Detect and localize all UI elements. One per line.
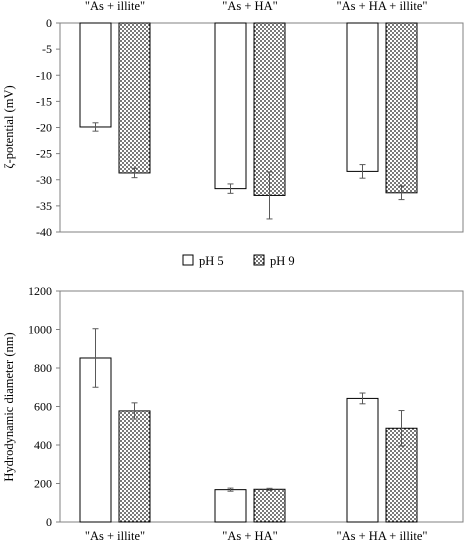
zeta-category-label: "As + HA + illite" [337, 0, 428, 13]
zeta-bar-ph5 [346, 22, 379, 172]
zeta-y-tick-label: 0 [46, 16, 52, 30]
zeta-y-tick-label: -40 [36, 225, 52, 239]
zeta-bar-ph9 [385, 22, 418, 194]
diameter-y-axis-label: Hydrodynamic diameter (nm) [2, 332, 16, 481]
zeta-y-tick-label: -5 [42, 42, 52, 56]
diameter-y-tick-label: 0 [46, 515, 52, 529]
zeta-y-tick-label: -30 [36, 173, 52, 187]
diameter-y-tick-label: 800 [34, 361, 52, 375]
zeta-category-label: "As + illite" [85, 0, 145, 13]
hydrodynamic-diameter-chart: Hydrodynamic diameter (nm) 0 200 400 600 800… [2, 284, 464, 543]
zeta-category-label: "As + HA" [222, 0, 277, 13]
zeta-potential-chart: ζ-potential (mV) 0 -5 -10 -15 -20 -25 -30 -35 -4… [2, 0, 464, 239]
diameter-bar-ph9 [118, 410, 151, 523]
zeta-y-tick-label: -20 [36, 121, 52, 135]
diameter-bar-ph9 [253, 488, 286, 523]
legend-label-ph5: pH 5 [199, 254, 224, 268]
zeta-bar-ph9 [253, 22, 286, 196]
diameter-y-tick-label: 200 [34, 477, 52, 491]
zeta-y-tick-label: -10 [36, 68, 52, 82]
diameter-y-tick-label: 1000 [28, 323, 52, 337]
legend-swatch-ph9 [253, 254, 265, 266]
zeta-bar-ph9 [118, 22, 151, 174]
diameter-y-tick-label: 400 [34, 438, 52, 452]
zeta-y-tick-label: -15 [36, 94, 52, 108]
zeta-bar-ph5 [79, 22, 112, 128]
legend-swatch-ph5 [182, 254, 194, 266]
legend: pH 5 pH 9 [182, 254, 295, 268]
diameter-bars [79, 328, 418, 523]
diameter-category-label: "As + HA + illite" [337, 529, 428, 543]
zeta-bars [79, 22, 418, 220]
zeta-y-tick-label: -25 [36, 147, 52, 161]
diameter-category-label: "As + illite" [85, 529, 145, 543]
diameter-bar-ph5 [346, 397, 379, 523]
zeta-axes: 0 -5 -10 -15 -20 -25 -30 -35 -40 "As + illite" "As… [36, 0, 464, 239]
diameter-category-label: "As + HA" [222, 529, 277, 543]
diameter-y-tick-label: 1200 [28, 284, 52, 298]
zeta-y-tick-label: -35 [36, 199, 52, 213]
diameter-y-tick-label: 600 [34, 400, 52, 414]
zeta-bar-ph5 [214, 22, 247, 190]
zeta-y-axis-label: ζ-potential (mV) [2, 85, 16, 168]
diameter-bar-ph5 [214, 489, 247, 523]
diameter-bar-ph5 [79, 357, 112, 523]
legend-label-ph9: pH 9 [270, 254, 295, 268]
